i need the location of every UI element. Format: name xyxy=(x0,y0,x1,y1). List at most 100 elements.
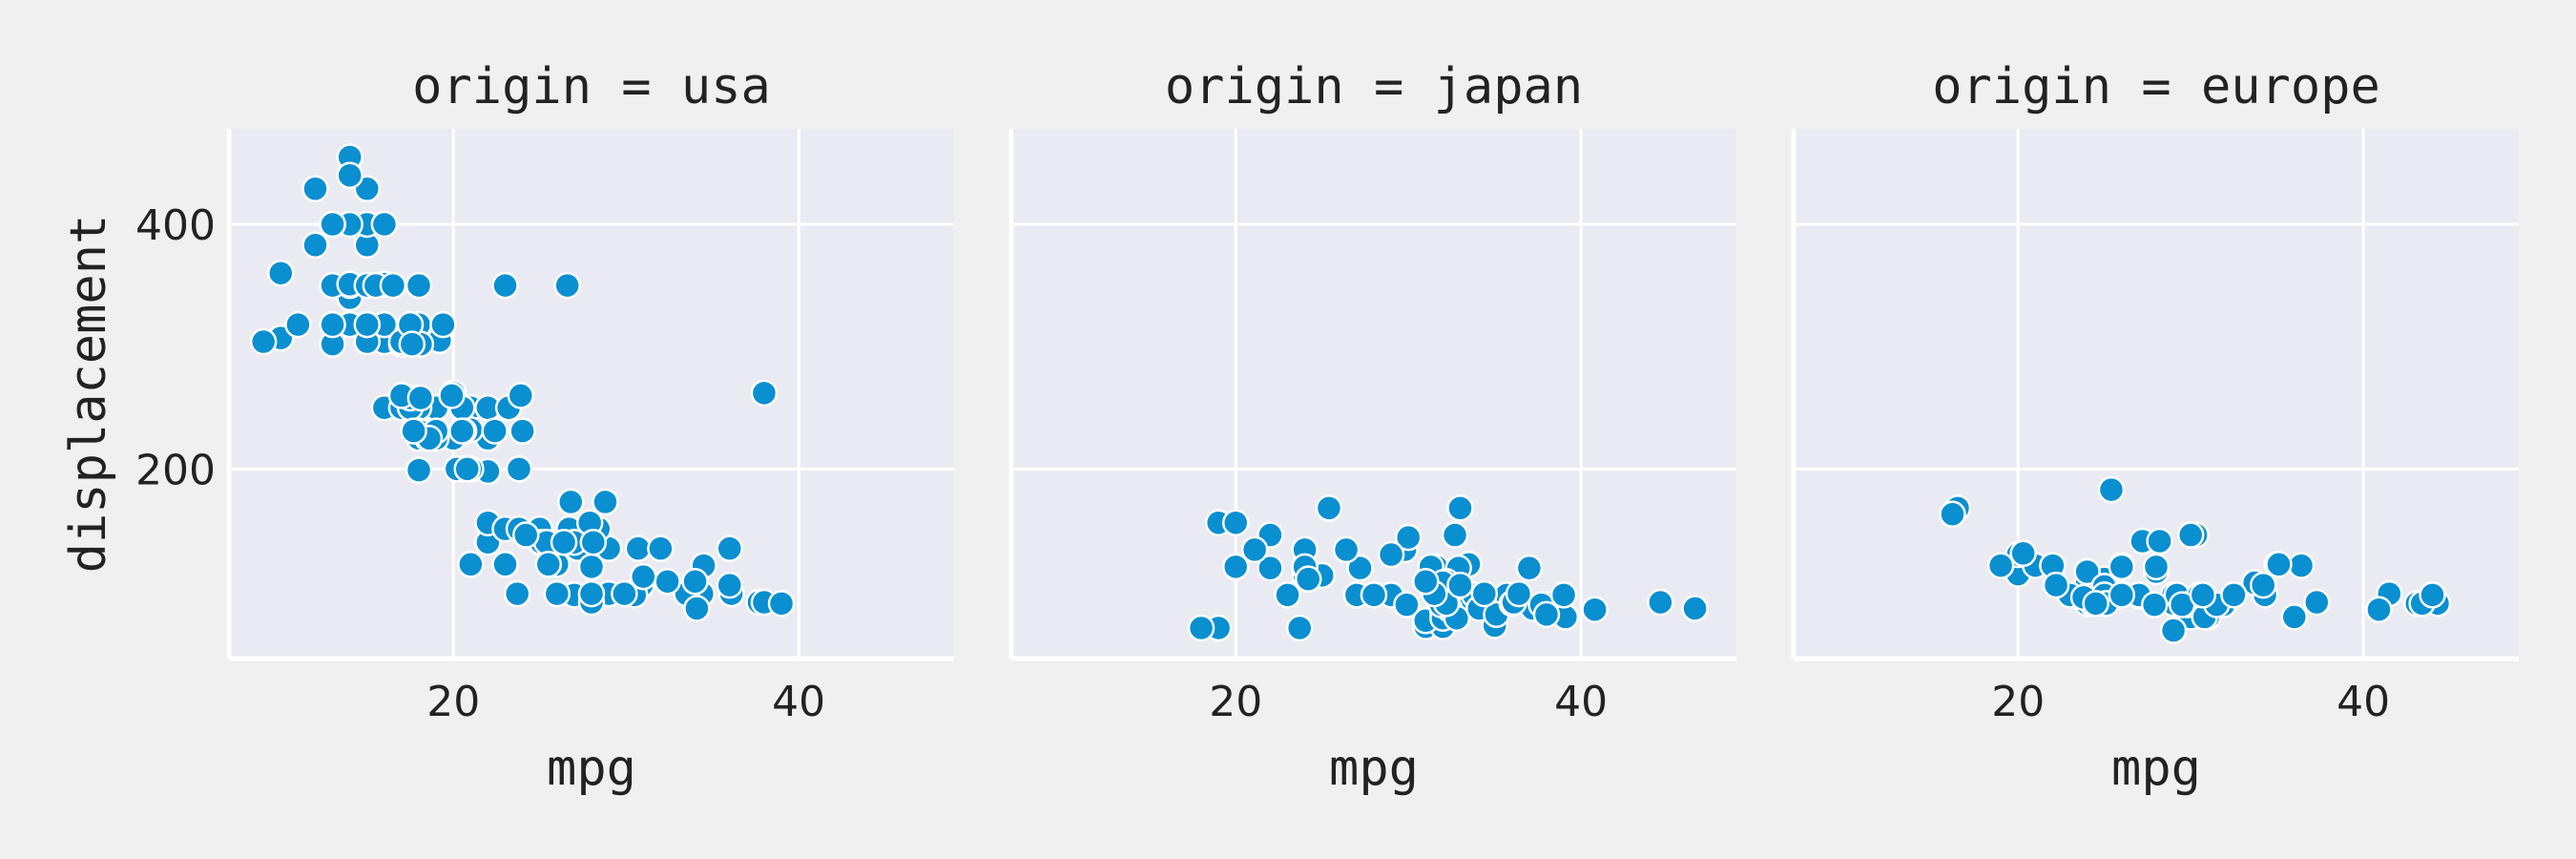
data-point xyxy=(319,210,346,239)
data-point xyxy=(301,231,329,260)
data-point xyxy=(647,534,675,562)
plot-area-background xyxy=(1011,129,1736,659)
data-point xyxy=(2287,552,2316,579)
data-point xyxy=(2280,603,2309,631)
data-point xyxy=(2082,590,2109,618)
data-point xyxy=(2303,588,2331,617)
data-point xyxy=(1394,523,1423,552)
data-point xyxy=(2249,571,2277,599)
data-point xyxy=(2159,617,2188,644)
data-point xyxy=(2142,553,2171,581)
facet-title: origin = europe xyxy=(1932,58,2380,115)
data-point xyxy=(630,562,657,591)
data-point xyxy=(543,579,571,608)
data-point xyxy=(405,456,433,484)
data-point xyxy=(1393,591,1421,618)
data-point xyxy=(1240,535,1269,564)
data-point xyxy=(1274,581,1301,609)
data-point xyxy=(370,210,399,239)
data-point xyxy=(1377,540,1405,569)
data-point xyxy=(429,310,457,339)
data-point xyxy=(553,271,581,300)
facet-panel-2: 20 40 origin = japan mpg xyxy=(1008,58,1736,797)
data-point xyxy=(267,259,295,287)
x-tick-label: 20 xyxy=(1209,678,1262,726)
data-point xyxy=(505,455,533,483)
data-point xyxy=(438,382,466,409)
data-point xyxy=(507,382,535,409)
data-point xyxy=(2419,581,2446,609)
data-point xyxy=(534,551,563,578)
data-point xyxy=(2220,581,2248,609)
data-point xyxy=(1221,509,1250,536)
data-point xyxy=(457,551,485,578)
data-point xyxy=(1446,494,1474,522)
data-point xyxy=(716,534,744,562)
data-point xyxy=(481,417,509,445)
data-point xyxy=(2108,553,2136,581)
data-point xyxy=(716,571,744,599)
y-tick-label: 400 xyxy=(135,201,216,250)
data-point xyxy=(1285,614,1314,642)
data-point xyxy=(1412,567,1440,596)
data-point xyxy=(336,161,364,189)
data-point xyxy=(2097,475,2126,504)
data-point xyxy=(1294,565,1322,593)
data-point xyxy=(1187,614,1215,642)
data-point xyxy=(683,595,711,622)
data-point xyxy=(301,175,329,203)
data-point xyxy=(2042,571,2070,599)
data-point xyxy=(654,567,681,596)
data-point xyxy=(750,379,779,408)
data-point xyxy=(503,579,531,608)
data-point xyxy=(509,417,536,445)
facet-panel-1: 20 40 200 400 origin = usa mpg displacement xyxy=(60,58,954,797)
data-point xyxy=(557,488,585,516)
data-point xyxy=(2365,596,2393,623)
data-point xyxy=(624,534,653,562)
data-point xyxy=(2146,527,2173,555)
data-point xyxy=(2265,551,2293,578)
data-point xyxy=(1581,596,1609,623)
data-point xyxy=(1532,600,1561,629)
data-point xyxy=(611,579,638,608)
facet-title: origin = japan xyxy=(1165,58,1583,115)
data-point xyxy=(2189,581,2217,609)
data-point xyxy=(577,579,606,608)
data-point xyxy=(319,310,346,339)
data-point xyxy=(681,567,709,596)
data-point xyxy=(1515,554,1544,582)
data-point xyxy=(550,528,578,556)
data-point xyxy=(577,553,606,581)
data-point xyxy=(1315,494,1343,522)
x-tick-label: 40 xyxy=(2337,678,2390,726)
data-point xyxy=(284,310,312,339)
y-axis-label: displacement xyxy=(60,215,117,574)
data-point xyxy=(511,521,540,549)
data-point xyxy=(400,417,427,445)
x-axis-label: mpg xyxy=(2111,740,2201,797)
data-point xyxy=(2009,539,2037,568)
x-tick-label: 20 xyxy=(426,678,480,726)
x-axis-label: mpg xyxy=(547,740,636,797)
data-point xyxy=(406,384,435,412)
data-point xyxy=(1360,581,1388,609)
data-point xyxy=(1505,579,1533,608)
data-point xyxy=(2140,591,2169,618)
data-point xyxy=(2108,581,2136,609)
data-point xyxy=(592,488,619,516)
data-point xyxy=(2176,521,2205,549)
y-tick-label: 200 xyxy=(135,446,216,494)
x-axis-label: mpg xyxy=(1329,740,1419,797)
data-point xyxy=(1647,588,1674,617)
data-point xyxy=(579,528,608,556)
data-point xyxy=(379,271,407,300)
data-point xyxy=(1681,595,1709,622)
data-point xyxy=(1549,581,1578,609)
data-point xyxy=(1446,571,1474,599)
x-tick-label: 20 xyxy=(1991,678,2045,726)
data-point xyxy=(1441,521,1469,549)
data-point xyxy=(491,271,519,300)
data-point xyxy=(1986,552,2015,579)
